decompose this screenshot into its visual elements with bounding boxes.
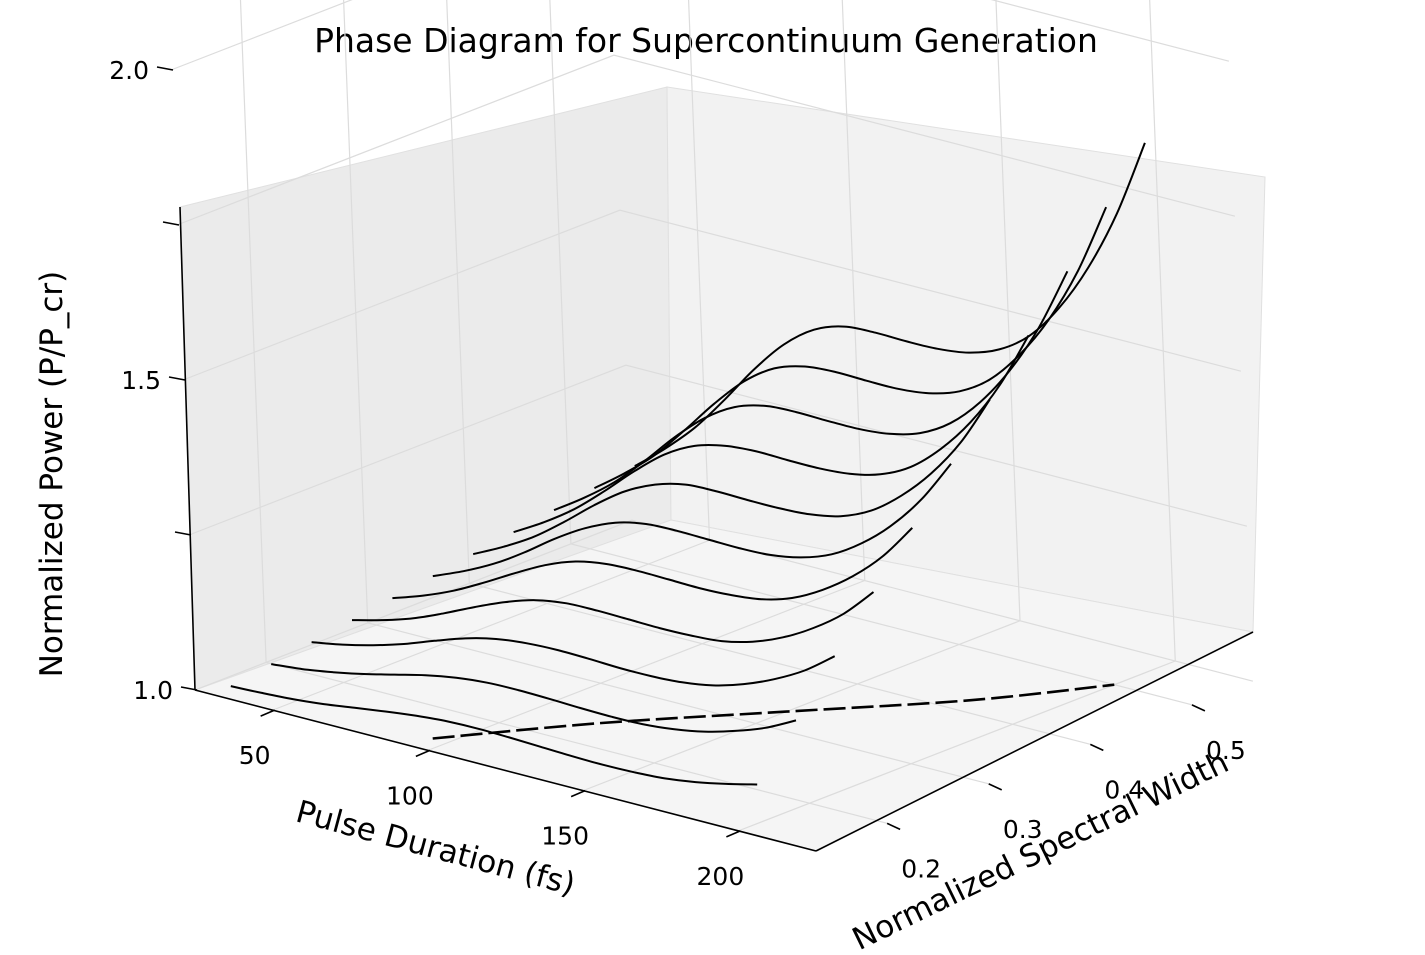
power-curve-1 [271,663,797,733]
x-tick-label-0: 50 [239,741,271,770]
grid-line-z-2 [182,209,1242,381]
power-curve-3 [351,591,875,644]
z-tick-mark-2 [168,376,186,381]
power-curve-7 [513,334,1030,534]
gridlines [170,0,1254,832]
axes [179,206,1254,852]
chart-title: Phase Diagram for Supercontinuum Generat… [314,21,1098,60]
x-tick-label-3: 200 [697,862,745,891]
x-axis-line [194,689,817,852]
power-curves [230,142,1146,786]
y-tick-label-0: 0.2 [901,854,941,883]
grid-line-z-0 [194,519,1254,691]
x-tick-mark-0 [260,709,275,717]
boundary-dashed-line [432,683,1115,740]
y-tick-mark-1 [988,783,1003,791]
power-curve-10 [634,142,1146,467]
y-tick-mark-0 [886,822,901,831]
x-tick-mark-3 [726,830,741,838]
z-tick-mark-1 [174,531,192,536]
power-curve-4 [392,527,913,601]
z-axis-label: Normalized Power (P/P_cr) [34,271,70,678]
x-tick-label-2: 150 [541,822,589,851]
x-tick-mark-1 [415,749,431,758]
grid-line-z-1 [188,364,1248,536]
y-axis-line [815,631,1254,852]
y-axis-ticks: 0.2 0.3 0.4 0.5 [886,704,1246,883]
power-curve-2 [311,637,836,687]
x-tick-label-1: 100 [386,781,434,810]
z-tick-mark-3 [162,221,180,226]
grid-line-z-4 [170,0,1230,71]
y-tick-label-3: 0.5 [1206,736,1246,765]
z-tick-mark-0 [180,686,198,691]
grid-line-z-3 [176,54,1236,226]
power-curve-5 [432,463,952,578]
power-curve-6 [472,399,991,556]
z-tick-label-2: 2.0 [109,56,149,85]
z-axis-ticks: 1.0 1.5 2.0 [109,56,198,705]
y-tick-mark-2 [1089,743,1104,752]
power-curve-9 [593,206,1108,489]
z-tick-label-1: 1.5 [121,366,161,395]
z-tick-mark-4 [156,66,174,71]
z-tick-label-0: 1.0 [133,676,173,705]
y-tick-label-1: 0.3 [1003,815,1043,844]
x-tick-mark-2 [570,789,586,798]
x-axis-label: Pulse Duration (fs) [292,794,579,903]
z-axis-line [179,206,196,691]
y-tick-label-2: 0.4 [1104,775,1144,804]
x-axis-ticks: 50 100 150 200 [239,709,745,891]
y-tick-mark-3 [1191,704,1206,712]
